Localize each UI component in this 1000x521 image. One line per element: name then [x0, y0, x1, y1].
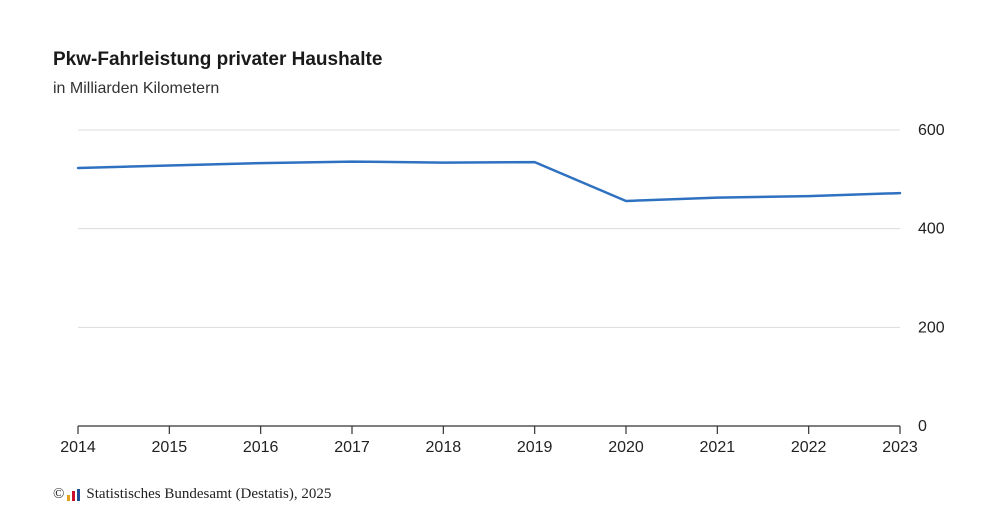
- source-footer: © Statistisches Bundesamt (Destatis), 20…: [53, 486, 331, 503]
- data-point: [77, 167, 79, 169]
- x-tick-label: 2015: [152, 439, 188, 456]
- data-point: [625, 200, 627, 202]
- chart-title: Pkw-Fahrleistung privater Haushalte: [53, 49, 383, 70]
- x-tick-label: 2019: [517, 439, 553, 456]
- chart-subtitle: in Milliarden Kilometern: [53, 80, 220, 97]
- source-text: Statistisches Bundesamt (Destatis), 2025: [86, 486, 332, 502]
- gridlines: [78, 129, 900, 328]
- logo-bar: [67, 494, 71, 501]
- y-axis-ticks: 0 200 400 600: [918, 122, 945, 435]
- series-line: [76, 160, 902, 203]
- data-point: [259, 162, 261, 164]
- x-tick-label: 2023: [882, 439, 918, 456]
- y-tick-label: 600: [918, 122, 945, 139]
- logo-bar: [77, 488, 81, 501]
- copyright-symbol: ©: [53, 486, 65, 502]
- data-point: [899, 192, 901, 194]
- y-tick-label: 200: [918, 319, 945, 336]
- x-tick-label: 2017: [334, 439, 370, 456]
- x-tick-label: 2016: [243, 439, 279, 456]
- x-tick-label: 2014: [60, 439, 96, 456]
- data-point: [442, 161, 444, 163]
- data-point: [716, 196, 718, 198]
- x-tick-label: 2021: [700, 439, 736, 456]
- series-layer: [76, 160, 902, 203]
- y-tick-label: 0: [918, 418, 927, 435]
- data-point: [533, 161, 535, 163]
- x-tick-label: 2022: [791, 439, 827, 456]
- data-point: [351, 160, 353, 162]
- x-axis: 2014 2015 2016 2017 2018 2019 2020 2021 2022 2023: [60, 425, 918, 456]
- x-tick-label: 2020: [608, 439, 644, 456]
- y-tick-label: 400: [918, 221, 945, 238]
- x-tick-label: 2018: [426, 439, 462, 456]
- destatis-logo-icon: [67, 488, 81, 501]
- data-point: [807, 195, 809, 197]
- data-point: [168, 164, 170, 166]
- logo-bar: [72, 490, 76, 501]
